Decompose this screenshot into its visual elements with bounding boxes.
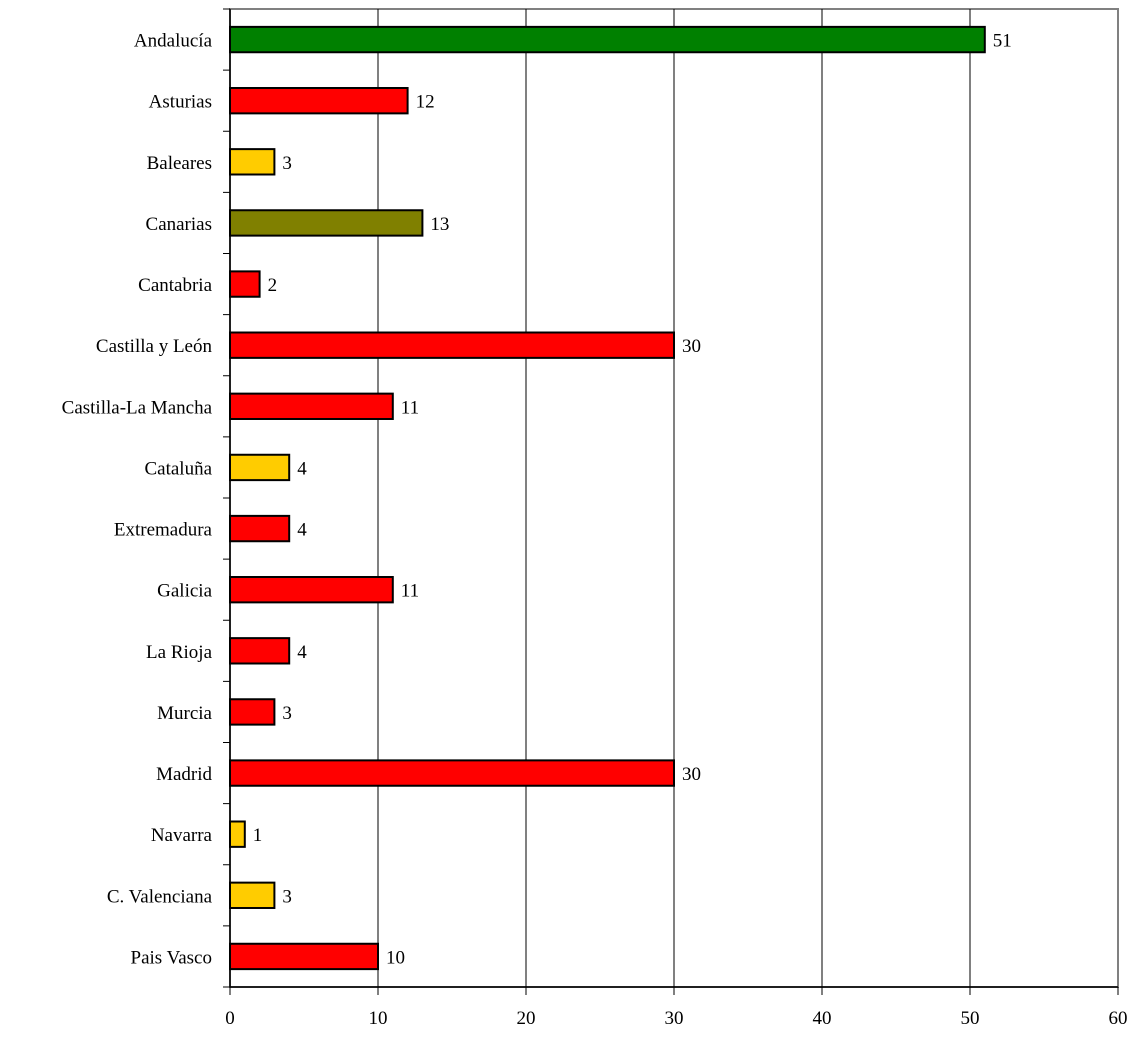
- x-tick-label-60: 60: [1109, 1008, 1128, 1029]
- bar-1: [229, 87, 409, 115]
- data-label-10: 4: [297, 642, 307, 663]
- data-label-2: 3: [282, 153, 292, 174]
- bar-15: [229, 942, 379, 971]
- bar-14: [229, 881, 276, 909]
- bar-7: [229, 453, 291, 482]
- bar-11: [229, 698, 276, 726]
- category-label-2: Baleares: [147, 153, 212, 174]
- data-label-8: 4: [297, 520, 307, 541]
- data-label-0: 51: [993, 31, 1012, 52]
- category-label-8: Extremadura: [114, 520, 213, 541]
- category-label-11: Murcia: [157, 703, 212, 724]
- data-label-1: 12: [416, 92, 435, 113]
- category-label-0: Andalucía: [134, 31, 213, 52]
- data-label-7: 4: [297, 458, 307, 479]
- x-tick-label-10: 10: [369, 1008, 388, 1029]
- bar-9: [229, 576, 394, 604]
- data-label-15: 10: [386, 947, 405, 968]
- x-tick-label-30: 30: [665, 1008, 684, 1029]
- category-label-6: Castilla-La Mancha: [62, 397, 213, 418]
- bar-0: [229, 25, 986, 54]
- bar-13: [229, 820, 246, 848]
- x-tick-label-50: 50: [961, 1008, 980, 1029]
- x-tick-label-20: 20: [517, 1008, 536, 1029]
- category-label-12: Madrid: [156, 764, 212, 785]
- category-label-9: Galicia: [157, 581, 212, 602]
- data-label-5: 30: [682, 336, 701, 357]
- bars: [229, 25, 986, 971]
- category-label-13: Navarra: [151, 825, 213, 846]
- data-label-14: 3: [282, 886, 292, 907]
- bar-8: [229, 514, 291, 543]
- gridlines: [229, 8, 1119, 988]
- bar-3: [229, 209, 424, 237]
- data-label-3: 13: [430, 214, 449, 235]
- category-label-7: Cataluña: [144, 458, 212, 479]
- x-tick-label-40: 40: [813, 1008, 832, 1029]
- category-label-10: La Rioja: [146, 642, 213, 663]
- data-label-13: 1: [253, 825, 262, 846]
- data-label-11: 3: [282, 703, 292, 724]
- data-label-4: 2: [268, 275, 278, 296]
- category-label-14: C. Valenciana: [107, 886, 213, 907]
- bar-2: [229, 148, 276, 176]
- category-label-5: Castilla y León: [96, 336, 213, 357]
- data-label-12: 30: [682, 764, 701, 785]
- bar-10: [229, 637, 291, 665]
- category-label-4: Cantabria: [138, 275, 212, 296]
- x-tick-label-0: 0: [225, 1008, 235, 1029]
- data-label-6: 11: [401, 397, 419, 418]
- category-label-15: Pais Vasco: [131, 947, 212, 968]
- bar-6: [229, 392, 394, 420]
- axes: [223, 8, 1119, 995]
- category-label-1: Asturias: [149, 92, 212, 113]
- data-label-9: 11: [401, 581, 419, 602]
- bar-5: [229, 331, 675, 359]
- bar-4: [229, 270, 261, 298]
- labels: 51Andalucía12Asturias3Baleares13Canarias…: [62, 31, 1128, 1029]
- category-label-3: Canarias: [146, 214, 212, 235]
- bar-12: [229, 759, 675, 787]
